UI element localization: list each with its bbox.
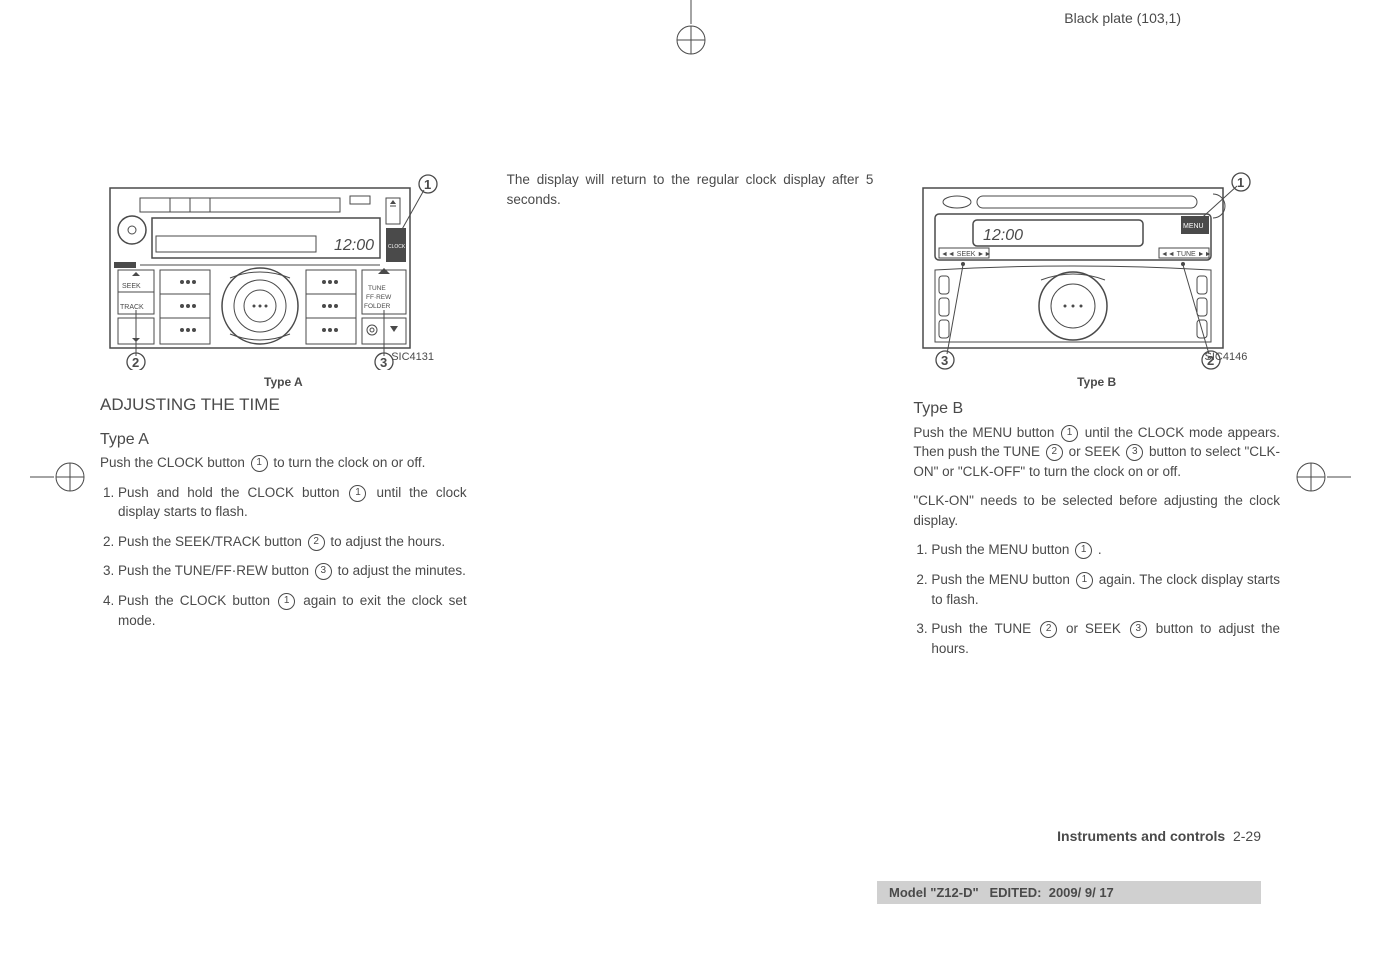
figure-type-a: CLOCK 12:00 SEEK TRACK	[100, 170, 440, 370]
black-plate-label: Black plate (103,1)	[1064, 10, 1181, 26]
svg-text:TUNE: TUNE	[368, 285, 386, 292]
step-a-1: Push and hold the CLOCK button 1 until t…	[118, 483, 467, 522]
footer-bar: Model "Z12-D" EDITED: 2009/ 9/ 17	[877, 881, 1261, 904]
svg-text:1: 1	[1237, 175, 1244, 190]
svg-text:SEEK: SEEK	[122, 283, 141, 290]
heading-type-a: Type A	[100, 428, 467, 451]
column-3: 12:00 MENU ◄◄ SEEK ►► ◄◄ TUNE ►►	[913, 170, 1280, 668]
footer-edited-value: 2009/ 9/ 17	[1049, 885, 1114, 900]
svg-text:◄◄ SEEK ►►: ◄◄ SEEK ►►	[941, 251, 991, 258]
steps-type-b: Push the MENU button 1 . Push the MENU b…	[913, 540, 1280, 658]
main-content: CLOCK 12:00 SEEK TRACK	[100, 170, 1280, 668]
col2-text: The display will return to the regular c…	[507, 170, 874, 209]
svg-text:CLOCK: CLOCK	[388, 244, 406, 250]
svg-text:◄◄ TUNE ►►: ◄◄ TUNE ►►	[1161, 251, 1212, 258]
registration-mark-top	[661, 0, 721, 60]
display-time-a: 12:00	[334, 237, 374, 254]
figure-type-b: 12:00 MENU ◄◄ SEEK ►► ◄◄ TUNE ►►	[913, 170, 1253, 370]
step-a-3: Push the TUNE/FF·REW button 3 to adjust …	[118, 561, 467, 581]
step-a-4: Push the CLOCK button 1 again to exit th…	[118, 591, 467, 630]
figure-caption-a: Type A	[100, 374, 467, 391]
svg-text:FF·REW: FF·REW	[366, 294, 392, 301]
footer-model-label: Model	[889, 885, 927, 900]
figure-code-b: SIC4146	[1205, 350, 1248, 366]
intro-type-a: Push the CLOCK button 1 to turn the cloc…	[100, 453, 467, 473]
svg-text:1: 1	[424, 177, 431, 192]
svg-text:2: 2	[132, 355, 139, 370]
step-b-3: Push the TUNE 2 or SEEK 3 button to adju…	[931, 619, 1280, 658]
footer-section: Instruments and controls 2-29	[1057, 828, 1261, 844]
svg-text:3: 3	[380, 355, 387, 370]
figure-code-a: SIC4131	[391, 350, 434, 366]
heading-adjusting-time: ADJUSTING THE TIME	[100, 393, 467, 418]
svg-text:TRACK: TRACK	[120, 304, 144, 311]
intro2-type-b: "CLK-ON" needs to be selected before adj…	[913, 491, 1280, 530]
svg-text:MENU: MENU	[1183, 223, 1204, 230]
intro1-type-b: Push the MENU button 1 until the CLOCK m…	[913, 423, 1280, 482]
svg-text:FOLDER: FOLDER	[364, 303, 391, 310]
display-time-b: 12:00	[983, 227, 1023, 244]
footer-section-label: Instruments and controls	[1057, 828, 1225, 844]
footer-model-value: "Z12-D"	[930, 885, 978, 900]
figure-caption-b: Type B	[913, 374, 1280, 391]
column-2: The display will return to the regular c…	[507, 170, 874, 668]
footer-section-page: 2-29	[1233, 828, 1261, 844]
step-b-2: Push the MENU button 1 again. The clock …	[931, 570, 1280, 609]
svg-text:3: 3	[941, 353, 948, 368]
step-b-1: Push the MENU button 1 .	[931, 540, 1280, 560]
registration-mark-right	[1291, 447, 1351, 507]
steps-type-a: Push and hold the CLOCK button 1 until t…	[100, 483, 467, 630]
heading-type-b: Type B	[913, 397, 1280, 420]
column-1: CLOCK 12:00 SEEK TRACK	[100, 170, 467, 668]
footer-edited-label: EDITED:	[989, 885, 1041, 900]
step-a-2: Push the SEEK/TRACK button 2 to adjust t…	[118, 532, 467, 552]
registration-mark-left	[30, 447, 90, 507]
